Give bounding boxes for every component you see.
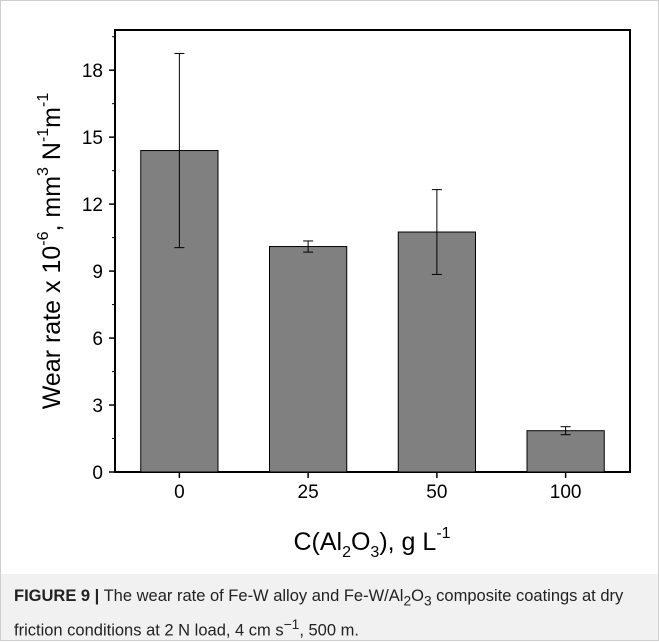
x-tick-label-25: 25 [298,482,319,503]
bars-group [140,150,605,473]
y-tick-label-6: 6 [92,329,103,350]
y-tick-label-0: 0 [92,463,103,484]
x-tick-label-0: 0 [174,482,185,503]
x-axis-title: C(Al2O3), g L-1 [293,525,450,561]
figure-caption: FIGURE 9 | The wear rate of Fe-W alloy a… [14,587,624,640]
x-ticks-group: 0 25 50 100 [174,472,581,503]
y-tick-label-3: 3 [92,396,103,417]
y-tick-label-15: 15 [82,128,103,149]
bar-100 [526,430,605,473]
caption-background [1,574,658,640]
x-tick-label-50: 50 [426,482,447,503]
y-tick-label-12: 12 [82,195,103,216]
y-axis-title: Wear rate x 10-6, mm3 N-1m-1 [35,93,66,410]
y-ticks-group: 0 3 6 9 12 15 18 [82,36,115,484]
bar-chart: 0 3 6 9 12 15 18 0 25 50 100 C(Al2O3), g L-1 Wear… [35,29,631,561]
x-tick-label-100: 100 [550,482,582,503]
error-bars-group [174,52,571,436]
plot-area-frame [114,29,631,473]
y-tick-label-18: 18 [82,61,103,82]
caption-label: FIGURE 9 | [14,587,100,605]
y-tick-label-9: 9 [92,262,103,283]
bar-25 [269,246,348,473]
